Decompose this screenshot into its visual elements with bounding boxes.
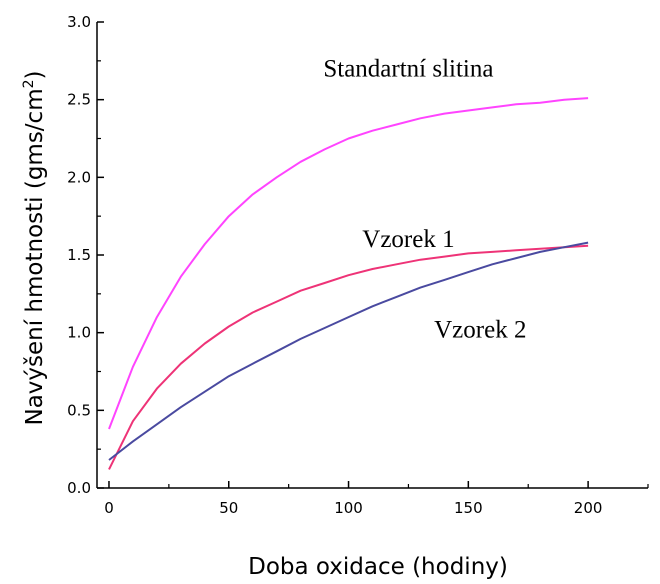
y-axis-title-main: Navýšení hmotnosti (gms/cm xyxy=(22,88,48,425)
y-axis-title-tail: ) xyxy=(22,70,48,79)
series-line-2 xyxy=(108,244,589,470)
y-tick-label: 2.5 xyxy=(67,91,91,109)
y-axis-title: Navýšení hmotnosti (gms/cm2) xyxy=(21,70,48,425)
x-tick-label: 0 xyxy=(104,499,114,517)
y-tick-label: 0.0 xyxy=(67,479,91,497)
x-axis-title: Doba oxidace (hodiny) xyxy=(248,554,508,580)
y-tick-label: 1.0 xyxy=(67,324,91,342)
y-tick-label: 0.5 xyxy=(67,401,91,419)
x-tick-label: 200 xyxy=(574,499,603,517)
series-line-3 xyxy=(108,241,589,461)
y-axis-title-sup: 2 xyxy=(21,79,37,88)
x-tick-label: 150 xyxy=(454,499,483,517)
series-annotation: Vzorek 2 xyxy=(434,316,526,343)
series-line-1 xyxy=(108,97,589,430)
y-tick-label: 1.5 xyxy=(67,246,91,264)
x-tick-label: 100 xyxy=(334,499,363,517)
x-tick-label: 50 xyxy=(219,499,238,517)
series-annotation: Vzorek 1 xyxy=(362,226,454,253)
axes: 0.0 0.5 1.0 1.5 2.0 2.5 3.0 0 50 100 150 200 xyxy=(67,13,649,517)
series-annotation: Standartní slitina xyxy=(323,55,493,82)
series-layer xyxy=(108,97,589,470)
annotations: Standartní slitina Vzorek 1 Vzorek 2 xyxy=(323,55,526,343)
y-tick-label: 3.0 xyxy=(67,13,91,31)
y-tick-label: 2.0 xyxy=(67,168,91,186)
